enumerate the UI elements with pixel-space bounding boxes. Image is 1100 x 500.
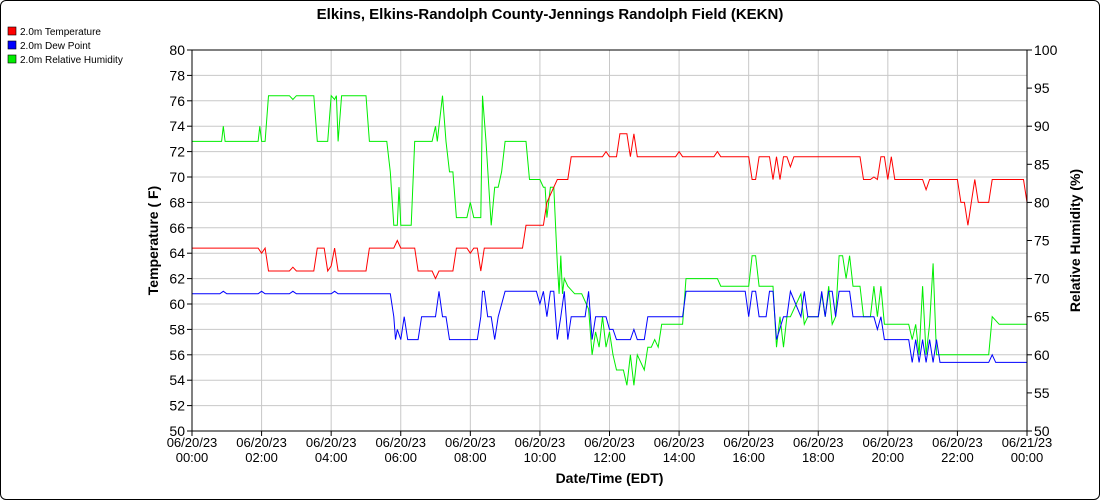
left-tick-label: 68	[169, 194, 185, 210]
left-tick-label: 80	[169, 42, 185, 58]
right-axis-ticks: 50 55 60 65 70 75 80 85 90 95 100	[1027, 42, 1058, 439]
left-tick-label: 66	[169, 220, 185, 236]
left-tick-label: 64	[169, 245, 185, 261]
series-line-2-0m-dew-point	[192, 289, 1027, 363]
y-axis-label-left: Temperature ( F)	[145, 186, 161, 295]
y-axis-label-right: Relative Humidity (%)	[1067, 169, 1083, 312]
x-tick-label: 06/20/23 22:00	[932, 435, 983, 465]
right-tick-label: 85	[1034, 156, 1050, 172]
x-tick-label: 06/20/23 12:00	[584, 435, 635, 465]
right-tick-label: 60	[1034, 347, 1050, 363]
x-tick-label: 06/21/23 00:00	[1002, 435, 1053, 465]
right-tick-label: 90	[1034, 118, 1050, 134]
legend: 2.0m Temperature 2.0m Dew Point 2.0m Relat…	[7, 26, 123, 66]
right-tick-label: 70	[1034, 271, 1050, 287]
x-axis-label: Date/Time (EDT)	[556, 470, 664, 486]
left-tick-label: 78	[169, 67, 185, 83]
left-tick-label: 74	[169, 118, 185, 134]
x-tick-label: 06/20/23 04:00	[306, 435, 357, 465]
x-axis-ticks: 06/20/23 00:00 06/20/23 02:00 06/20/23 04:00 0…	[167, 431, 1053, 465]
legend-swatch	[7, 54, 17, 64]
chart-title: Elkins, Elkins-Randolph County-Jennings …	[317, 6, 784, 23]
right-tick-label: 80	[1034, 194, 1050, 210]
legend-label: 2.0m Dew Point	[20, 41, 91, 52]
x-tick-label: 06/20/23 02:00	[236, 435, 287, 465]
legend-swatch	[7, 40, 17, 50]
left-tick-label: 50	[169, 423, 185, 439]
legend-swatch	[7, 26, 17, 36]
series-line-2-0m-temperature	[192, 133, 1028, 280]
left-axis-ticks: 50 52 54 56 58 60 62 64 66 68 70 72 74 76 78 80	[169, 42, 192, 439]
legend-label: 2.0m Relative Humidity	[20, 55, 123, 66]
left-tick-label: 76	[169, 93, 185, 109]
x-tick-label: 06/20/23 10:00	[515, 435, 566, 465]
left-tick-label: 52	[169, 398, 185, 414]
grid	[191, 49, 1028, 432]
right-tick-label: 55	[1034, 385, 1050, 401]
x-tick-label: 06/20/23 00:00	[167, 435, 218, 465]
right-tick-label: 65	[1034, 309, 1050, 325]
right-tick-label: 75	[1034, 233, 1050, 249]
right-tick-label: 50	[1034, 423, 1050, 439]
right-tick-label: 95	[1034, 80, 1050, 96]
left-tick-label: 70	[169, 169, 185, 185]
x-tick-label: 06/20/23 20:00	[863, 435, 914, 465]
x-tick-label: 06/20/23 06:00	[375, 435, 426, 465]
left-tick-label: 62	[169, 271, 185, 287]
left-tick-label: 60	[169, 296, 185, 312]
series-line-2-0m-relative-humidity	[192, 94, 1027, 386]
series-layer	[192, 94, 1028, 386]
x-tick-label: 06/20/23 18:00	[793, 435, 844, 465]
left-tick-label: 56	[169, 347, 185, 363]
legend-label: 2.0m Temperature	[20, 27, 101, 38]
x-tick-label: 06/20/23 14:00	[654, 435, 705, 465]
left-tick-label: 54	[169, 372, 185, 388]
left-tick-label: 58	[169, 321, 185, 337]
x-tick-label: 06/20/23 16:00	[723, 435, 774, 465]
left-tick-label: 72	[169, 144, 185, 160]
right-tick-label: 100	[1034, 42, 1058, 58]
x-tick-label: 06/20/23 08:00	[445, 435, 496, 465]
